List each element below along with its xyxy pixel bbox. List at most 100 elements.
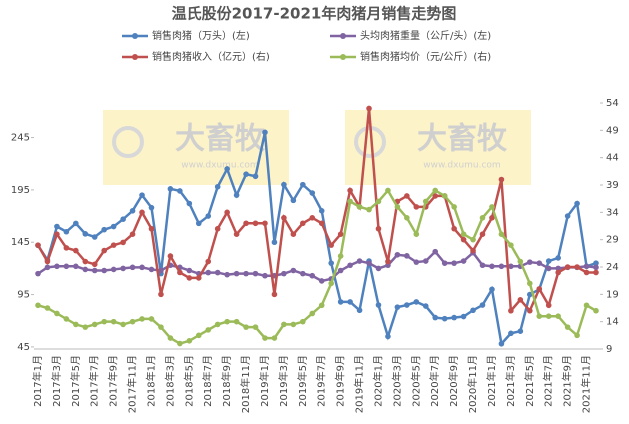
point (347, 299, 353, 305)
point (441, 315, 448, 322)
point (489, 204, 495, 210)
point (271, 291, 278, 298)
point (300, 270, 306, 277)
x-tick-label: 2018年5月 (182, 355, 195, 407)
point (413, 204, 420, 210)
y2-tick-label: 19 (606, 289, 619, 300)
x-tick-label: 2017年11月 (126, 355, 139, 413)
point (186, 275, 193, 281)
point (148, 204, 155, 211)
x-tick-label: 2017年5月 (69, 355, 82, 407)
y2-tick-label: 34 (606, 207, 619, 218)
point (186, 338, 193, 344)
x-tick-label: 2020年1月 (371, 355, 384, 407)
point (337, 299, 344, 305)
x-tick-label: 2020年3月 (390, 355, 403, 407)
point (432, 314, 439, 321)
y-tick-label: 195 (11, 185, 30, 196)
point (574, 200, 580, 207)
point (555, 265, 561, 272)
point (347, 262, 353, 269)
point (167, 335, 174, 341)
point (139, 192, 145, 198)
y-tick-label: 95 (17, 290, 30, 301)
point (233, 270, 240, 277)
point (129, 264, 136, 271)
point (337, 267, 344, 274)
y2-tick-label: 54 (606, 98, 619, 109)
x-tick-label: 2020年5月 (409, 355, 422, 407)
watermark-url: www.dxumu.com (181, 161, 258, 171)
x-tick-label: 2019年3月 (277, 355, 290, 407)
point (394, 251, 401, 258)
watermark-box (345, 110, 531, 185)
x-tick-label: 2019年1月 (258, 355, 271, 407)
point (536, 260, 543, 266)
point (451, 314, 457, 321)
point (564, 213, 571, 219)
point (73, 247, 79, 254)
point (252, 173, 259, 180)
point (158, 291, 164, 298)
point (441, 193, 448, 199)
watermark: 大畜牧 www.dxumu.com 大畜牧 www.dxumu.com (103, 110, 531, 185)
point (281, 181, 287, 188)
point (262, 220, 268, 227)
point (489, 286, 495, 293)
point (404, 302, 410, 308)
x-tick-label: 2019年9月 (334, 355, 347, 407)
point (63, 245, 70, 251)
point (139, 264, 145, 271)
legend-label: 头均肉猪重量（公斤/头）(左) (360, 29, 491, 42)
point (91, 321, 98, 328)
point (366, 105, 372, 112)
chart-title: 温氏股份2017-2021年肉猪月销售走势图 (172, 5, 457, 23)
point (309, 272, 316, 279)
y2-tick-label: 24 (606, 262, 619, 273)
point (290, 231, 297, 237)
point (526, 307, 533, 314)
point (63, 316, 70, 322)
point (91, 261, 98, 268)
point (54, 223, 60, 230)
point (413, 299, 420, 305)
point (470, 236, 476, 243)
point (451, 204, 457, 210)
x-tick-label: 2018年3月 (163, 355, 176, 407)
point (394, 204, 401, 210)
point (243, 324, 249, 330)
point (574, 264, 580, 270)
point (214, 269, 221, 276)
point (167, 186, 174, 192)
point (82, 266, 89, 273)
point (148, 316, 155, 322)
point (44, 258, 51, 265)
point (479, 215, 486, 221)
point (517, 328, 524, 335)
point (508, 242, 514, 248)
point (252, 220, 259, 227)
point (101, 247, 108, 254)
point (110, 266, 117, 273)
point (281, 215, 287, 221)
point (224, 318, 230, 325)
point (583, 302, 590, 309)
point (63, 263, 70, 270)
point (460, 258, 467, 264)
point (498, 231, 505, 237)
legend-label: 销售肉猪均价（元/公斤）(右) (360, 50, 491, 63)
point (404, 253, 410, 259)
x-tick-label: 2018年1月 (144, 355, 157, 407)
y2-tick-label: 29 (606, 235, 619, 246)
point (35, 270, 41, 277)
point (328, 280, 334, 287)
point (432, 187, 439, 194)
point (195, 220, 202, 227)
point (328, 260, 334, 266)
point (347, 187, 353, 194)
point (479, 231, 486, 237)
point (375, 198, 382, 205)
point (82, 258, 89, 265)
point (110, 242, 117, 248)
point (460, 313, 467, 320)
